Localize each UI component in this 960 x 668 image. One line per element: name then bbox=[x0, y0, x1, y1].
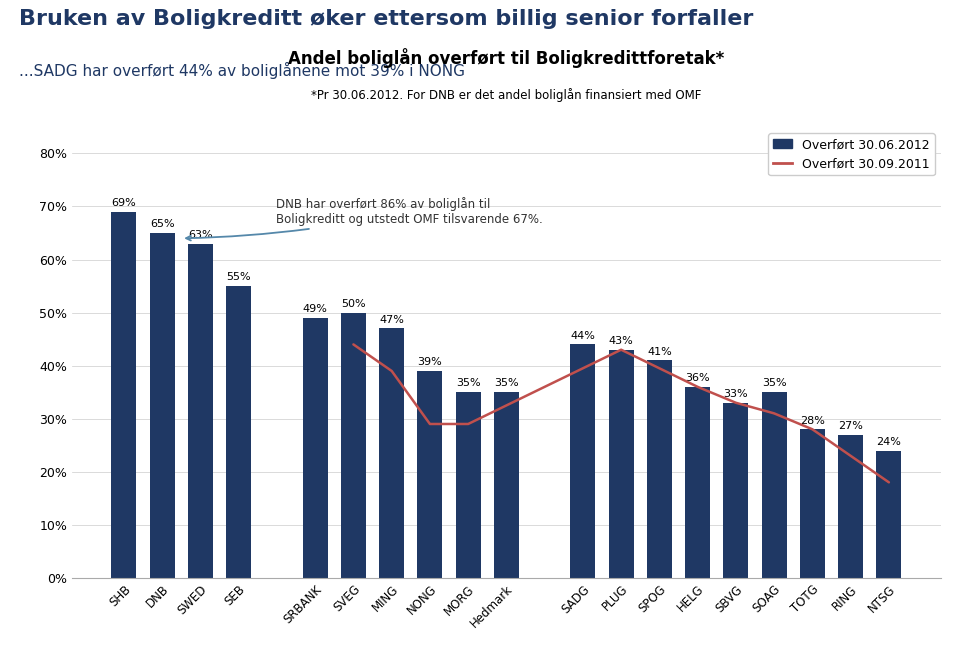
Bar bbox=[724, 403, 748, 578]
Text: *Pr 30.06.2012. For DNB er det andel boliglån finansiert med OMF: *Pr 30.06.2012. For DNB er det andel bol… bbox=[311, 88, 702, 102]
Bar bbox=[494, 392, 518, 578]
Legend: Overført 30.06.2012, Overført 30.09.2011: Overført 30.06.2012, Overført 30.09.2011 bbox=[768, 133, 934, 176]
Text: 47%: 47% bbox=[379, 315, 404, 325]
Text: Bruken av Boligkreditt øker ettersom billig senior forfaller: Bruken av Boligkreditt øker ettersom bil… bbox=[19, 9, 754, 29]
Text: Andel boliglån overført til Boligkredittforetak*: Andel boliglån overført til Boligkreditt… bbox=[288, 48, 725, 68]
Bar bbox=[800, 430, 825, 578]
Bar bbox=[379, 329, 404, 578]
Text: 55%: 55% bbox=[227, 273, 251, 283]
Text: 24%: 24% bbox=[876, 437, 901, 447]
Text: 41%: 41% bbox=[647, 347, 672, 357]
Text: 36%: 36% bbox=[685, 373, 710, 383]
Bar bbox=[761, 392, 786, 578]
Bar bbox=[685, 387, 710, 578]
Text: 39%: 39% bbox=[418, 357, 443, 367]
Bar bbox=[418, 371, 443, 578]
Bar bbox=[227, 286, 252, 578]
Bar bbox=[341, 313, 366, 578]
Bar bbox=[838, 435, 863, 578]
Text: 44%: 44% bbox=[570, 331, 595, 341]
Bar bbox=[876, 450, 901, 578]
Bar bbox=[570, 345, 595, 578]
Text: ...SADG har overført 44% av boliglånene mot 39% i NONG: ...SADG har overført 44% av boliglånene … bbox=[19, 63, 466, 79]
Text: 63%: 63% bbox=[188, 230, 213, 240]
Text: 27%: 27% bbox=[838, 421, 863, 431]
Text: 28%: 28% bbox=[800, 415, 825, 426]
Bar bbox=[456, 392, 481, 578]
Text: 69%: 69% bbox=[111, 198, 136, 208]
Text: 43%: 43% bbox=[609, 336, 634, 346]
Text: 35%: 35% bbox=[494, 379, 518, 388]
Text: 17: 17 bbox=[21, 632, 40, 647]
Text: 18.09.2012: 18.09.2012 bbox=[437, 632, 523, 647]
Bar bbox=[188, 244, 213, 578]
Text: DNB har overført 86% av boliglån til
Boligkreditt og utstedt OMF tilsvarende 67%: DNB har overført 86% av boliglån til Bol… bbox=[186, 197, 543, 240]
Text: 65%: 65% bbox=[150, 219, 175, 229]
Text: 50%: 50% bbox=[341, 299, 366, 309]
Text: 49%: 49% bbox=[302, 304, 327, 314]
Text: 33%: 33% bbox=[724, 389, 748, 399]
Bar bbox=[609, 350, 634, 578]
Bar bbox=[647, 360, 672, 578]
Bar bbox=[302, 318, 327, 578]
Text: 35%: 35% bbox=[762, 379, 786, 388]
Bar bbox=[111, 212, 136, 578]
Text: 35%: 35% bbox=[456, 379, 480, 388]
Bar bbox=[150, 233, 175, 578]
